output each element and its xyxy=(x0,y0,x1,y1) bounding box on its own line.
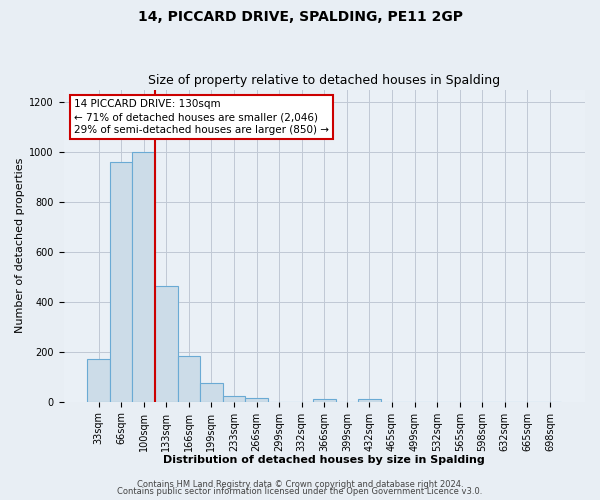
Y-axis label: Number of detached properties: Number of detached properties xyxy=(15,158,25,334)
Bar xyxy=(313,399,335,402)
Bar xyxy=(358,399,380,402)
Text: Contains HM Land Registry data © Crown copyright and database right 2024.: Contains HM Land Registry data © Crown c… xyxy=(137,480,463,489)
Bar xyxy=(200,383,223,402)
Text: Contains public sector information licensed under the Open Government Licence v3: Contains public sector information licen… xyxy=(118,487,482,496)
Text: 14 PICCARD DRIVE: 130sqm
← 71% of detached houses are smaller (2,046)
29% of sem: 14 PICCARD DRIVE: 130sqm ← 71% of detach… xyxy=(74,99,329,136)
Bar xyxy=(87,360,110,402)
Bar xyxy=(133,152,155,402)
Bar xyxy=(110,162,133,402)
Text: 14, PICCARD DRIVE, SPALDING, PE11 2GP: 14, PICCARD DRIVE, SPALDING, PE11 2GP xyxy=(137,10,463,24)
Bar xyxy=(155,286,178,402)
Bar xyxy=(245,398,268,402)
X-axis label: Distribution of detached houses by size in Spalding: Distribution of detached houses by size … xyxy=(163,455,485,465)
Bar xyxy=(223,396,245,402)
Title: Size of property relative to detached houses in Spalding: Size of property relative to detached ho… xyxy=(148,74,500,87)
Bar xyxy=(178,356,200,402)
